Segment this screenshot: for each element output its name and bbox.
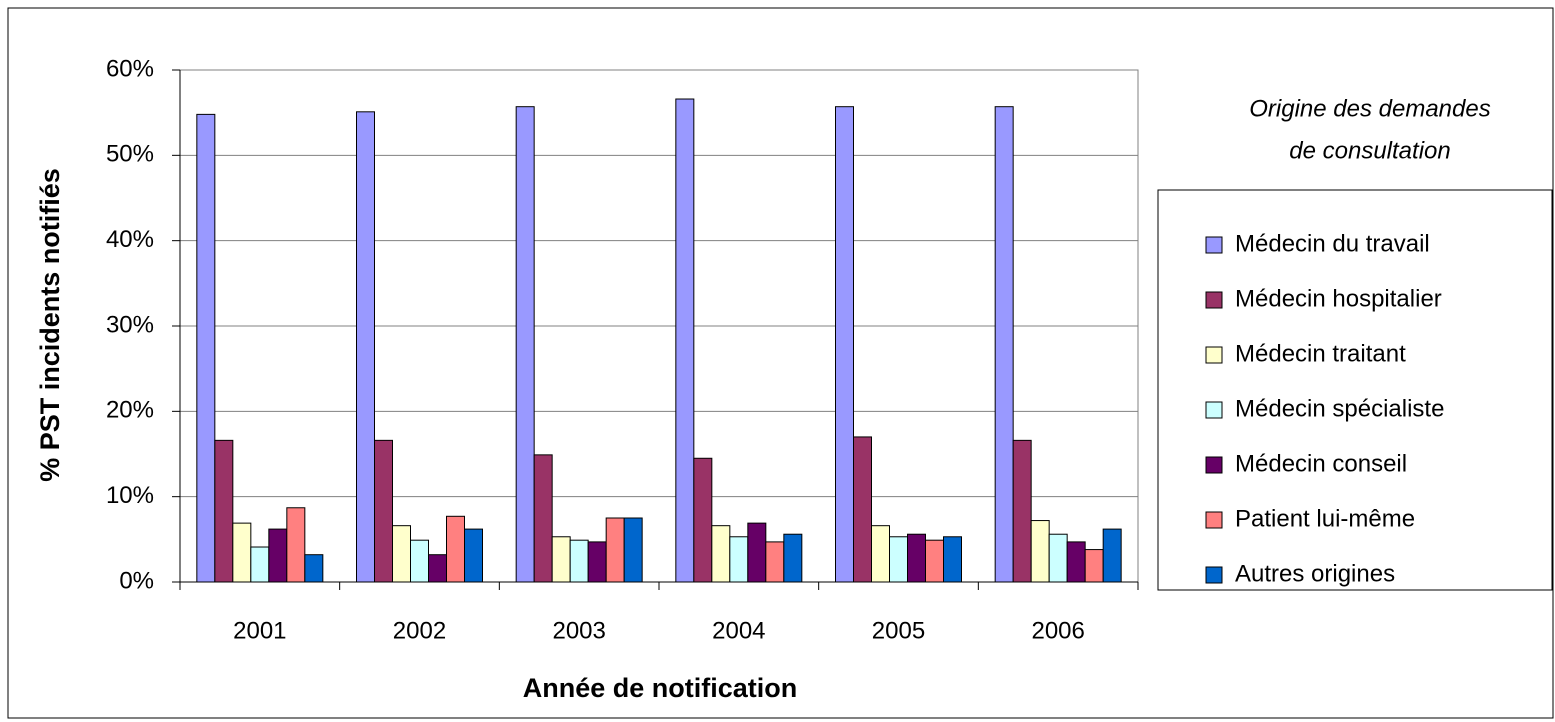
bar [374,439,393,583]
bar [214,439,234,583]
legend-label: Médecin traitant [1235,340,1406,367]
bar [943,536,962,583]
y-tick-label: 60% [106,55,154,82]
legend-swatch [1205,346,1223,364]
legend-title: Origine des demandes [1249,95,1490,122]
legend-box [1157,189,1553,591]
bar [410,539,429,583]
bar [515,106,535,583]
bar [196,113,216,583]
bar [994,106,1014,583]
bar [889,536,908,583]
bar [783,533,803,583]
bar [569,539,589,583]
y-axis-title: % PST incidents notifiés [35,168,65,482]
bar [250,546,270,583]
legend-label: Médecin spécialiste [1235,395,1444,422]
bar [605,517,625,583]
bar [533,454,553,583]
x-tick-label: 2002 [393,617,446,644]
legend-swatch [1205,511,1223,529]
bar [232,522,252,583]
legend-swatch [1205,401,1223,419]
y-tick-label: 0% [119,567,154,594]
legend-swatch [1205,236,1223,254]
legend-label: Patient lui-même [1235,505,1415,532]
bar [551,536,571,583]
bar [765,541,785,583]
legend-swatch [1205,291,1223,309]
bar [464,528,483,583]
bar [747,522,767,583]
bar [392,525,411,583]
legend-label: Médecin conseil [1235,450,1407,477]
bar [729,536,749,583]
bar [693,457,713,583]
y-tick-label: 10% [106,482,154,509]
bar [587,541,607,583]
bar [268,528,288,583]
bar [304,554,324,583]
legend-label: Médecin du travail [1235,230,1430,257]
legend-swatch [1205,566,1223,584]
x-tick-label: 2006 [1031,617,1084,644]
legend-label: Médecin hospitalier [1235,285,1442,312]
legend-label: Autres origines [1235,560,1395,587]
bar [1030,520,1050,583]
x-tick-label: 2004 [712,617,765,644]
y-tick-label: 40% [106,226,154,253]
bar [623,517,643,583]
bar [907,533,926,583]
bar [925,539,944,583]
bar [853,436,872,583]
bar [1012,439,1032,583]
bar [446,515,465,583]
legend-swatch [1205,456,1223,474]
bar [711,525,731,583]
y-tick-label: 20% [106,397,154,424]
y-tick-label: 30% [106,311,154,338]
bar [1048,533,1068,583]
bar [1102,528,1122,583]
legend-title: de consultation [1289,137,1450,164]
x-tick-label: 2003 [552,617,605,644]
y-tick-label: 50% [106,141,154,168]
x-axis-title: Année de notification [523,673,798,703]
x-tick-label: 2005 [872,617,925,644]
bar [286,507,306,583]
bar [1084,549,1104,583]
bar [428,554,447,583]
bar [871,525,890,583]
x-tick-label: 2001 [233,617,286,644]
bar [675,98,695,583]
bar [835,106,854,583]
bar [356,111,375,583]
bar [1066,541,1086,583]
